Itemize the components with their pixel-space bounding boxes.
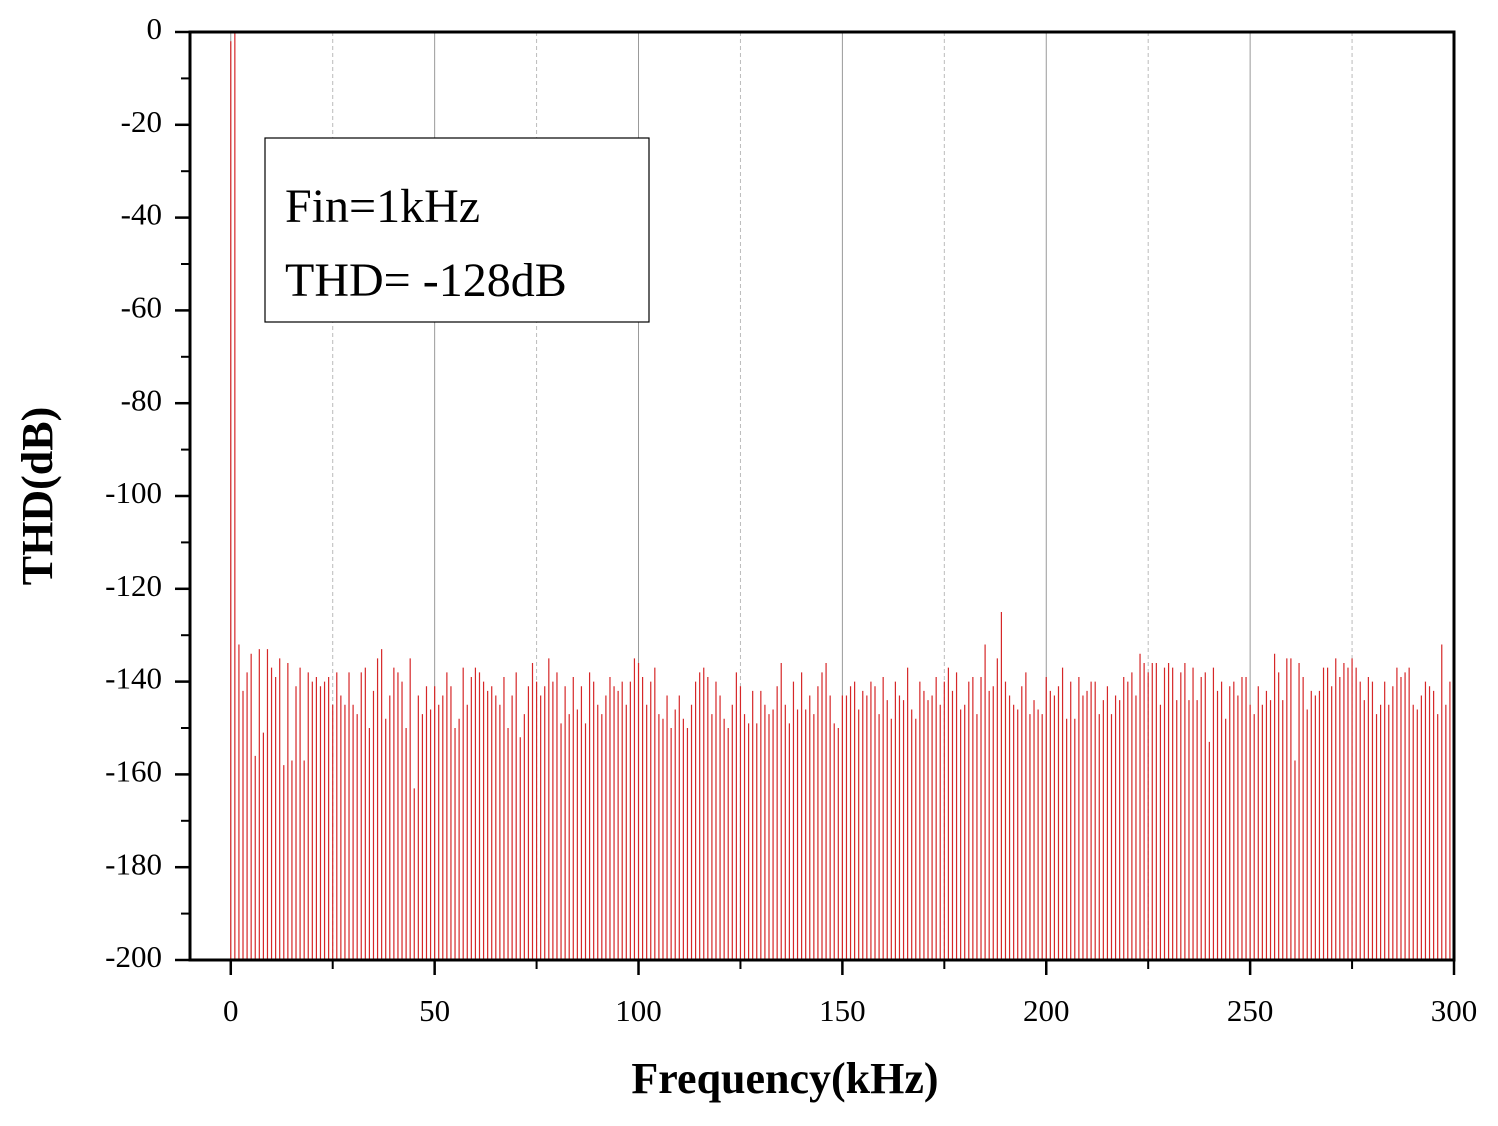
y-tick-label: -20 xyxy=(121,104,162,139)
y-tick-label: -140 xyxy=(105,661,162,696)
y-tick-label: -80 xyxy=(121,382,162,417)
annotation: THD= -128dB xyxy=(285,254,567,307)
y-tick-label: -120 xyxy=(105,568,162,603)
x-tick-label: 50 xyxy=(419,993,450,1028)
x-tick-label: 300 xyxy=(1431,993,1478,1028)
y-tick-label: -160 xyxy=(105,754,162,789)
y-tick-label: -60 xyxy=(121,290,162,325)
x-tick-label: 100 xyxy=(615,993,662,1028)
x-tick-label: 0 xyxy=(223,993,239,1028)
y-tick-label: -200 xyxy=(105,939,162,974)
y-tick-label: -40 xyxy=(121,197,162,232)
y-tick-label: 0 xyxy=(147,11,163,46)
annotation-box xyxy=(264,137,650,323)
stems xyxy=(230,32,1455,960)
x-axis-title: Frequency(kHz) xyxy=(631,1054,938,1103)
annotation: Fin=1kHz xyxy=(285,180,480,233)
x-tick-label: 200 xyxy=(1023,993,1070,1028)
x-tick-label: 150 xyxy=(819,993,866,1028)
x-tick-label: 250 xyxy=(1227,993,1274,1028)
y-tick-label: -100 xyxy=(105,475,162,510)
y-axis-title: THD(dB) xyxy=(13,407,62,585)
y-tick-label: -180 xyxy=(105,846,162,881)
